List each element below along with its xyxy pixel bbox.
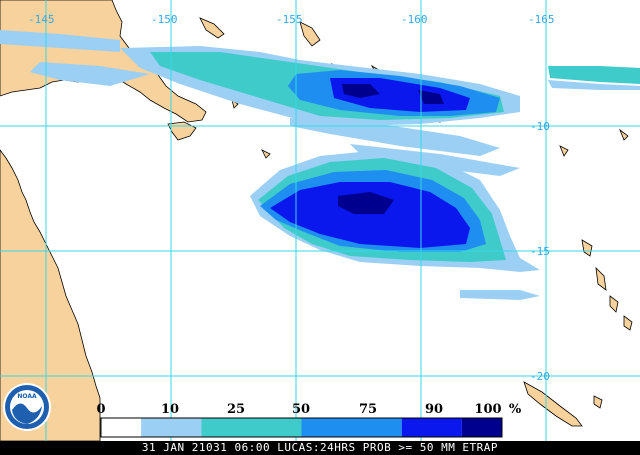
land-loyalty-islands: [593, 395, 603, 409]
land-bougainville: [299, 21, 321, 47]
legend-tick: 10: [161, 402, 179, 417]
land-islet-c: [559, 145, 569, 157]
lat-label: -20: [530, 370, 550, 383]
prob-streak-south: [460, 290, 540, 300]
land-vanuatu-1: [581, 239, 593, 257]
legend-outline: [100, 417, 503, 438]
land-vanuatu-3: [609, 295, 619, 313]
land-new-ireland: [199, 17, 225, 39]
lon-label: -155: [276, 13, 303, 26]
legend-ticks: 0 10 25 50 75 90 100 %: [96, 402, 521, 417]
legend: 0 10 25 50 75 90 100 %: [96, 402, 522, 438]
noaa-logo: NOAA: [3, 383, 51, 431]
lon-label: -145: [28, 13, 55, 26]
prob-streak-mid: [290, 118, 500, 156]
legend-tick: 75: [359, 402, 377, 417]
land-islet-b: [261, 149, 271, 159]
legend-bin-1: [141, 418, 202, 437]
prob-streak-east: [548, 66, 640, 84]
prob-band-upper-90b: [418, 90, 444, 104]
lat-lon-grid: [0, 0, 640, 441]
legend-tick: 25: [227, 402, 245, 417]
lat-label: -15: [530, 245, 550, 258]
legend-bin-0: [101, 418, 142, 437]
lon-label: -150: [151, 13, 178, 26]
land-vanuatu-2: [595, 266, 607, 291]
prob-streak-east2: [548, 80, 640, 90]
land-new-caledonia: [523, 381, 583, 427]
legend-color-bar: [100, 417, 503, 438]
land-islet-d: [619, 128, 629, 141]
land-vanuatu-4: [623, 315, 633, 331]
prob-streak-left2: [30, 62, 150, 86]
prob-lower-90: [338, 192, 394, 214]
prob-streak-left: [0, 30, 120, 52]
legend-bin-2: [201, 418, 302, 437]
legend-bin-4: [401, 418, 462, 437]
lon-label: -165: [528, 13, 555, 26]
footer-bar: [0, 441, 640, 455]
noaa-logo-text: NOAA: [17, 393, 37, 400]
lon-label: -160: [401, 13, 428, 26]
legend-bin-5: [461, 418, 502, 437]
land-australia: [0, 149, 101, 442]
legend-tick: 90: [425, 402, 443, 417]
land-new-britain: [167, 121, 197, 141]
probability-field: [0, 30, 640, 300]
legend-tick: 100: [474, 402, 501, 417]
legend-bin-3: [301, 418, 402, 437]
footer-caption: 31 JAN 21031 06:00 LUCAS:24HRS PROB >= 5…: [141, 441, 499, 454]
prob-band-upper-90: [342, 84, 380, 98]
legend-unit: %: [509, 402, 522, 417]
lat-label: -10: [530, 120, 550, 133]
legend-tick: 0: [96, 402, 105, 417]
legend-tick: 50: [292, 402, 310, 417]
prob-lower-75: [270, 182, 470, 248]
grid-labels: -145 -150 -155 -160 -165 -10 -15 -20: [28, 13, 555, 383]
